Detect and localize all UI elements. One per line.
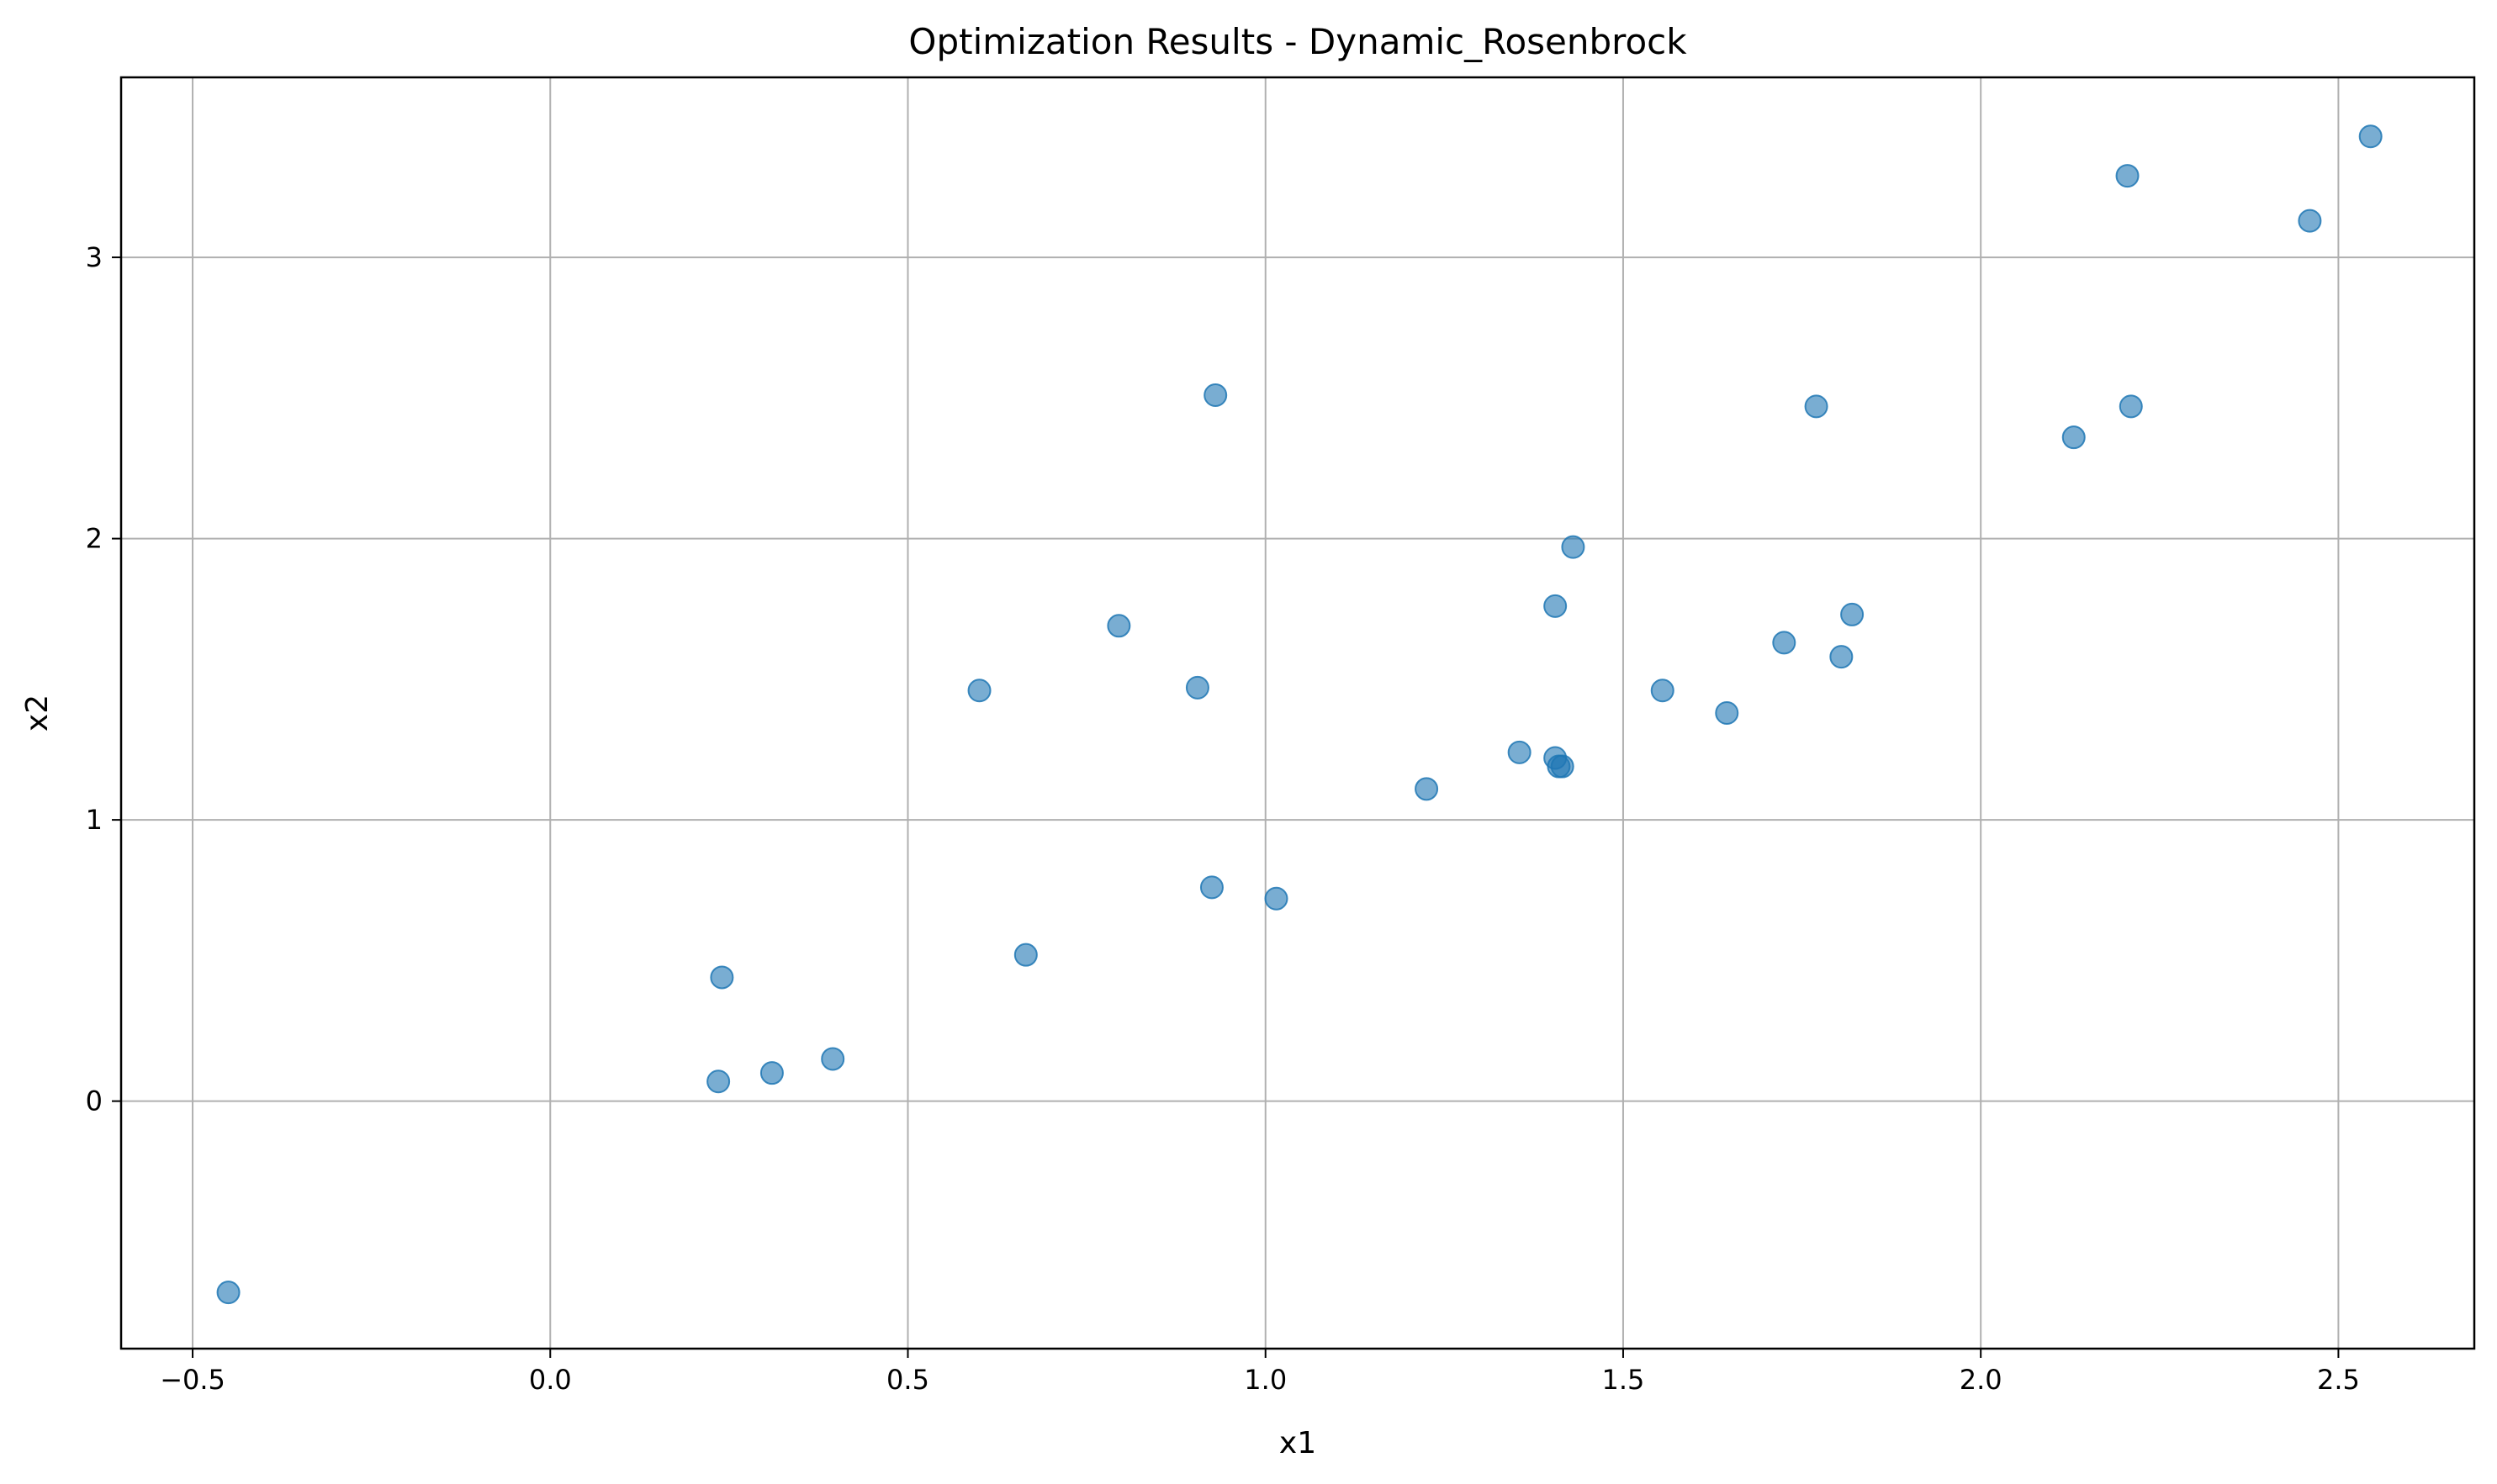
x-tick-label: 1.0	[1244, 1364, 1287, 1396]
data-point	[1013, 943, 1038, 967]
data-point	[2061, 425, 2086, 450]
data-point	[1829, 645, 1854, 669]
x-axis-ticks: −0.5 0.0 0.5 1.0 1.5 2.0 2.5	[160, 1349, 2360, 1396]
x-tick-label: 1.5	[1602, 1364, 1645, 1396]
data-point	[1204, 383, 1228, 407]
x-axis-label: x1	[1279, 1426, 1316, 1460]
data-point	[1264, 886, 1288, 911]
data-point	[967, 679, 992, 703]
x-tick-label: −0.5	[160, 1364, 225, 1396]
data-point	[1107, 614, 1131, 638]
y-tick-label: 2	[86, 523, 103, 555]
y-axis-label: x2	[20, 694, 55, 731]
data-point	[1715, 701, 1739, 725]
chart-title: Optimization Results - Dynamic_Rosenbroc…	[908, 21, 1687, 62]
y-tick-label: 0	[86, 1085, 103, 1117]
data-point	[2358, 124, 2383, 149]
data-point	[821, 1047, 845, 1071]
data-point	[1650, 679, 1674, 703]
x-tick-label: 2.0	[1960, 1364, 2002, 1396]
data-point	[1804, 394, 1828, 419]
data-point	[1415, 777, 1439, 801]
x-tick-label: 0.5	[886, 1364, 929, 1396]
x-tick-label: 2.5	[2317, 1364, 2360, 1396]
data-point	[2298, 209, 2322, 233]
y-tick-label: 3	[86, 241, 103, 273]
x-tick-label: 0.0	[529, 1364, 572, 1396]
data-point	[759, 1061, 784, 1085]
data-point	[216, 1281, 241, 1305]
y-axis-ticks: 0 1 2 3	[86, 241, 121, 1117]
data-point	[2119, 394, 2143, 419]
data-point	[710, 965, 734, 990]
data-point	[1772, 631, 1796, 655]
data-point	[1550, 754, 1574, 779]
data-point	[1185, 675, 1209, 700]
data-point	[1561, 535, 1585, 559]
y-tick-label: 1	[86, 804, 103, 836]
data-point	[1507, 740, 1532, 764]
data-points	[216, 124, 2383, 1305]
plot-area-frame	[119, 76, 2476, 1350]
data-point	[1840, 602, 1865, 626]
data-point	[1199, 875, 1224, 900]
data-point	[1543, 594, 1568, 618]
grid	[121, 77, 2474, 1349]
data-point	[706, 1069, 731, 1094]
data-point	[2115, 164, 2140, 188]
